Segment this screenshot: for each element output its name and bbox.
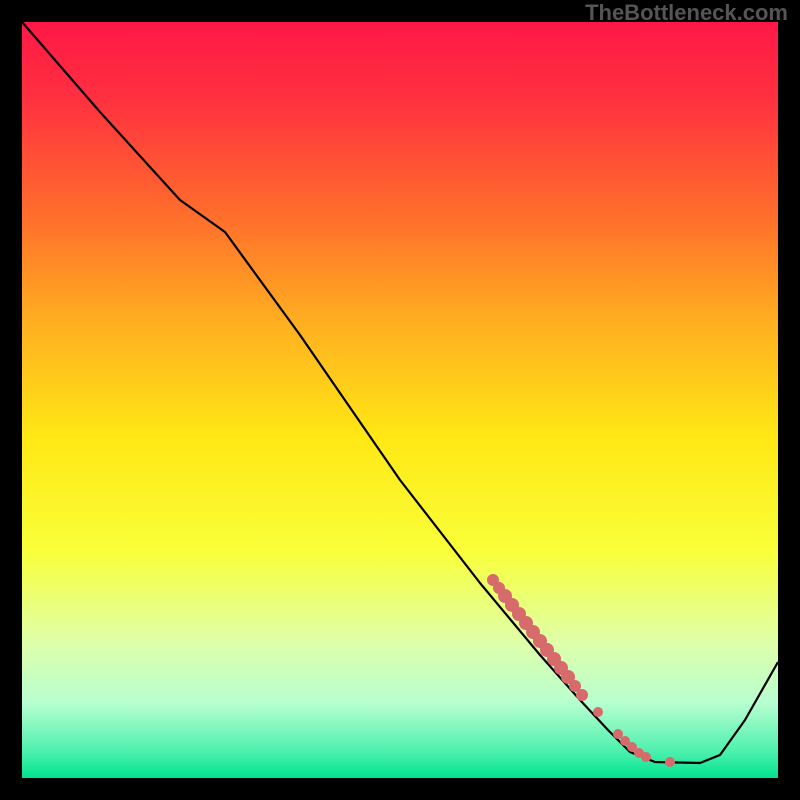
plot-area (22, 22, 778, 778)
watermark-text: TheBottleneck.com (585, 0, 788, 26)
chart-canvas: TheBottleneck.com (0, 0, 800, 800)
